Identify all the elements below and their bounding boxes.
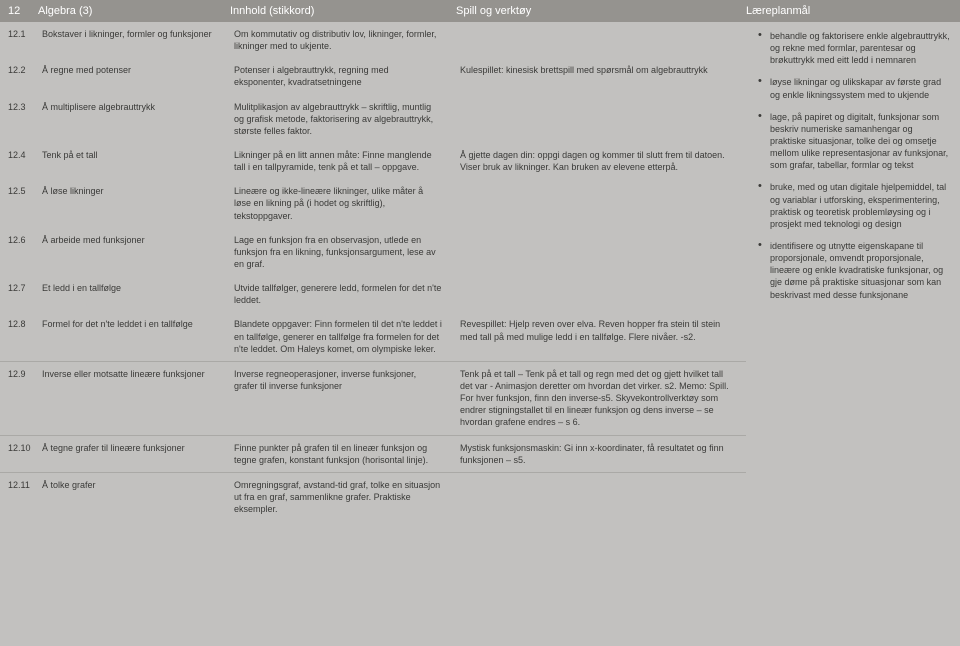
row-number: 12.3 (0, 95, 38, 143)
goals-column: behandle og faktorisere enkle algebrautt… (746, 22, 960, 521)
row-stikkord: Å multiplisere algebrauttrykk (38, 95, 230, 143)
chapter-title: Algebra (3) (38, 4, 230, 19)
curriculum-page: 12 Algebra (3) Innhold (stikkord) Spill … (0, 0, 960, 646)
row-innhold: Potenser i algebrauttrykk, regning med e… (230, 58, 456, 94)
row-spill (456, 228, 746, 276)
table-row: 12.9Inverse eller motsatte lineære funks… (0, 361, 746, 435)
row-number: 12.8 (0, 312, 38, 361)
row-stikkord: Å tegne grafer til lineære funksjoner (38, 435, 230, 472)
goal-item: bruke, med og utan digitale hjelpemiddel… (758, 181, 950, 230)
row-number: 12.7 (0, 276, 38, 312)
row-number: 12.9 (0, 361, 38, 435)
row-number: 12.4 (0, 143, 38, 179)
row-innhold: Lineære og ikke-lineære likninger, ulike… (230, 179, 456, 227)
row-stikkord: Tenk på et tall (38, 143, 230, 179)
row-number: 12.11 (0, 472, 38, 521)
goal-item: behandle og faktorisere enkle algebrautt… (758, 30, 950, 66)
row-number: 12.10 (0, 435, 38, 472)
row-innhold: Omregningsgraf, avstand-tid graf, tolke … (230, 472, 456, 521)
row-stikkord: Å arbeide med funksjoner (38, 228, 230, 276)
row-spill: Å gjette dagen din: oppgi dagen og komme… (456, 143, 746, 179)
row-stikkord: Å løse likninger (38, 179, 230, 227)
table-row: 12.8Formel for det n'te leddet i en tall… (0, 312, 746, 361)
page-body: 12.1Bokstaver i likninger, formler og fu… (0, 22, 960, 521)
row-stikkord: Et ledd i en tallfølge (38, 276, 230, 312)
table-row: 12.1Bokstaver i likninger, formler og fu… (0, 22, 746, 58)
col-header-goal: Læreplanmål (746, 4, 960, 19)
row-spill (456, 472, 746, 521)
table-row: 12.11Å tolke graferOmregningsgraf, avsta… (0, 472, 746, 521)
table-header: 12 Algebra (3) Innhold (stikkord) Spill … (0, 0, 960, 22)
row-spill: Mystisk funksjonsmaskin: Gi inn x-koordi… (456, 435, 746, 472)
row-stikkord: Å tolke grafer (38, 472, 230, 521)
chapter-number: 12 (0, 4, 38, 19)
row-spill: Revespillet: Hjelp reven over elva. Reve… (456, 312, 746, 361)
row-innhold: Utvide tallfølger, generere ledd, formel… (230, 276, 456, 312)
row-innhold: Finne punkter på grafen til en lineær fu… (230, 435, 456, 472)
row-innhold: Lage en funksjon fra en observasjon, utl… (230, 228, 456, 276)
table-row: 12.6Å arbeide med funksjonerLage en funk… (0, 228, 746, 276)
goal-item: identifisere og utnytte eigenskapane til… (758, 240, 950, 301)
row-spill: Tenk på et tall – Tenk på et tall og reg… (456, 361, 746, 435)
table-row: 12.3Å multiplisere algebrauttrykkMulitpl… (0, 95, 746, 143)
table-row: 12.4Tenk på et tallLikninger på en litt … (0, 143, 746, 179)
row-innhold: Om kommutativ og distributiv lov, liknin… (230, 22, 456, 58)
row-number: 12.6 (0, 228, 38, 276)
row-innhold: Mulitplikasjon av algebrauttrykk – skrif… (230, 95, 456, 143)
row-stikkord: Inverse eller motsatte lineære funksjone… (38, 361, 230, 435)
goal-item: lage, på papiret og digitalt, funksjonar… (758, 111, 950, 172)
row-stikkord: Formel for det n'te leddet i en tallfølg… (38, 312, 230, 361)
row-spill (456, 179, 746, 227)
row-innhold: Blandete oppgaver: Finn formelen til det… (230, 312, 456, 361)
row-number: 12.2 (0, 58, 38, 94)
row-innhold: Likninger på en litt annen måte: Finne m… (230, 143, 456, 179)
goal-item: løyse likningar og ulikskapar av første … (758, 76, 950, 100)
table-row: 12.7Et ledd i en tallfølgeUtvide tallføl… (0, 276, 746, 312)
table-row: 12.10Å tegne grafer til lineære funksjon… (0, 435, 746, 472)
content-table-wrap: 12.1Bokstaver i likninger, formler og fu… (0, 22, 746, 521)
col-header-innhold: Innhold (stikkord) (230, 4, 456, 19)
table-row: 12.2Å regne med potenserPotenser i algeb… (0, 58, 746, 94)
content-table: 12.1Bokstaver i likninger, formler og fu… (0, 22, 746, 521)
row-spill (456, 276, 746, 312)
row-spill: Kulespillet: kinesisk brettspill med spø… (456, 58, 746, 94)
row-innhold: Inverse regneoperasjoner, inverse funksj… (230, 361, 456, 435)
row-stikkord: Bokstaver i likninger, formler og funksj… (38, 22, 230, 58)
row-stikkord: Å regne med potenser (38, 58, 230, 94)
col-header-spill: Spill og verktøy (456, 4, 746, 19)
table-row: 12.5Å løse likningerLineære og ikke-line… (0, 179, 746, 227)
row-spill (456, 95, 746, 143)
row-number: 12.5 (0, 179, 38, 227)
goals-list: behandle og faktorisere enkle algebrautt… (758, 30, 950, 301)
row-number: 12.1 (0, 22, 38, 58)
row-spill (456, 22, 746, 58)
